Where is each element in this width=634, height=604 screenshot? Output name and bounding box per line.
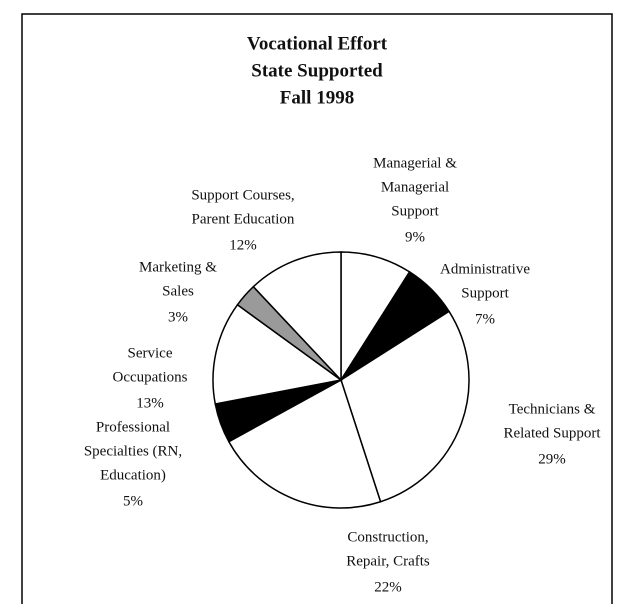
value-label: 3% [168,309,188,325]
slice-label: Managerial & [373,155,457,171]
pie-slice [252,251,342,382]
value-label: 7% [475,311,495,327]
slice-label: Related Support [503,425,601,441]
slice-label: Support [461,285,509,301]
value-label: 22% [374,579,402,595]
slice-label: Administrative [440,261,530,277]
slice-label: Education) [100,467,166,483]
slice-label: Marketing & [139,259,217,275]
slice-label: Support Courses, [191,187,294,203]
value-label: 5% [123,493,143,509]
slice-label: Sales [162,283,194,299]
slice-label: Technicians & [509,401,596,417]
pie-slice [340,310,470,503]
value-label: 9% [405,229,425,245]
value-label: 29% [538,451,566,467]
slice-label: Construction, [347,529,428,545]
slice-label: Repair, Crafts [346,553,430,569]
slice-label: Managerial [381,179,449,195]
pie-slice [227,378,382,509]
slice-label: Support [391,203,439,219]
value-label: 13% [136,395,164,411]
slice-label: Service [128,345,173,361]
value-label: 12% [229,237,257,253]
slice-label: Professional [96,419,170,435]
pie-slice [212,303,343,405]
chart-title: Fall 1998 [280,87,354,108]
chart-title: State Supported [251,60,383,81]
slice-label: Parent Education [192,211,295,227]
slice-label: Occupations [113,369,188,385]
chart-title: Vocational Effort [247,33,388,54]
slice-label: Specialties (RN, [84,443,182,459]
